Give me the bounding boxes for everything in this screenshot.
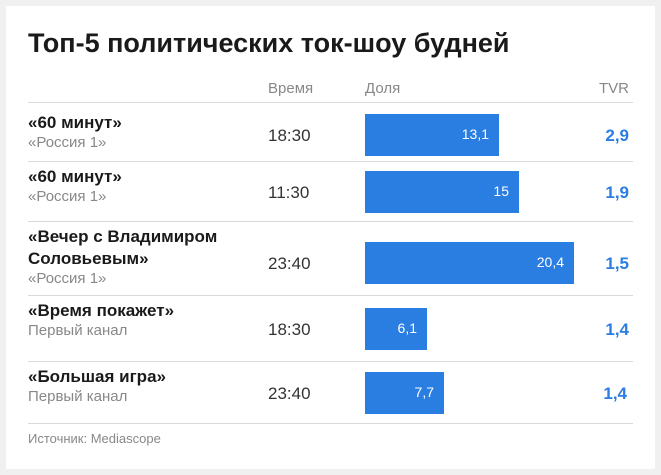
chart-title: Топ-5 политических ток-шоу будней xyxy=(28,28,510,58)
show-name: «Время покажет» xyxy=(28,301,175,320)
row-divider xyxy=(28,295,633,296)
share-bar-label: 20,4 xyxy=(536,254,564,270)
share-bar: 13,1 xyxy=(365,114,499,156)
table-row: «Время покажет» Первый канал 18:30 6,1 1,4 xyxy=(6,296,655,362)
table-row: «60 минут» «Россия 1» 11:30 15 1,9 xyxy=(6,162,655,222)
broadcast-time: 11:30 xyxy=(268,183,310,202)
tvr-value: 1,5 xyxy=(605,254,629,273)
channel-name: Первый канал xyxy=(28,322,128,339)
row-divider xyxy=(28,361,633,362)
column-header-share: Доля xyxy=(365,80,401,97)
tvr-value: 1,4 xyxy=(605,320,629,339)
channel-name: «Россия 1» xyxy=(28,134,107,151)
tvr-value: 1,9 xyxy=(605,183,629,202)
share-bar-label: 13,1 xyxy=(461,126,489,142)
source-note: Источник: Mediascope xyxy=(28,431,161,446)
table-row: «Вечер с Владимиром Соловьевым» «Россия 1… xyxy=(6,222,655,296)
share-bar: 15 xyxy=(365,171,519,213)
broadcast-time: 18:30 xyxy=(268,320,311,339)
row-divider xyxy=(28,221,633,222)
channel-name: Первый канал xyxy=(28,388,128,405)
share-bar: 6,1 xyxy=(365,308,427,350)
channel-name: «Россия 1» xyxy=(28,270,107,287)
share-bar-label: 6,1 xyxy=(397,320,417,336)
row-divider xyxy=(28,102,633,103)
show-name: «60 минут» xyxy=(28,167,122,186)
table-row: «60 минут» «Россия 1» 18:30 13,1 2,9 xyxy=(6,108,655,162)
show-name: «Большая игра» xyxy=(28,367,166,386)
tvr-value: 1,4 xyxy=(603,384,627,403)
row-divider xyxy=(28,161,633,162)
broadcast-time: 23:40 xyxy=(268,384,311,403)
row-divider xyxy=(28,423,633,424)
tvr-value: 2,9 xyxy=(605,126,629,145)
broadcast-time: 23:40 xyxy=(268,254,311,273)
share-bar: 7,7 xyxy=(365,372,444,414)
broadcast-time: 18:30 xyxy=(268,126,311,145)
share-bar: 20,4 xyxy=(365,242,574,284)
share-bar-label: 15 xyxy=(493,183,509,199)
column-header-tvr: TVR xyxy=(599,80,629,97)
chart-card: Топ-5 политических ток-шоу будней Время … xyxy=(6,6,655,469)
show-name: «60 минут» xyxy=(28,113,122,132)
share-bar-label: 7,7 xyxy=(414,384,434,400)
show-name: «Вечер с Владимиром Соловьевым» xyxy=(28,227,218,268)
table-row: «Большая игра» Первый канал 23:40 7,7 1,4 xyxy=(6,362,655,424)
channel-name: «Россия 1» xyxy=(28,188,107,205)
column-header-time: Время xyxy=(268,80,314,97)
